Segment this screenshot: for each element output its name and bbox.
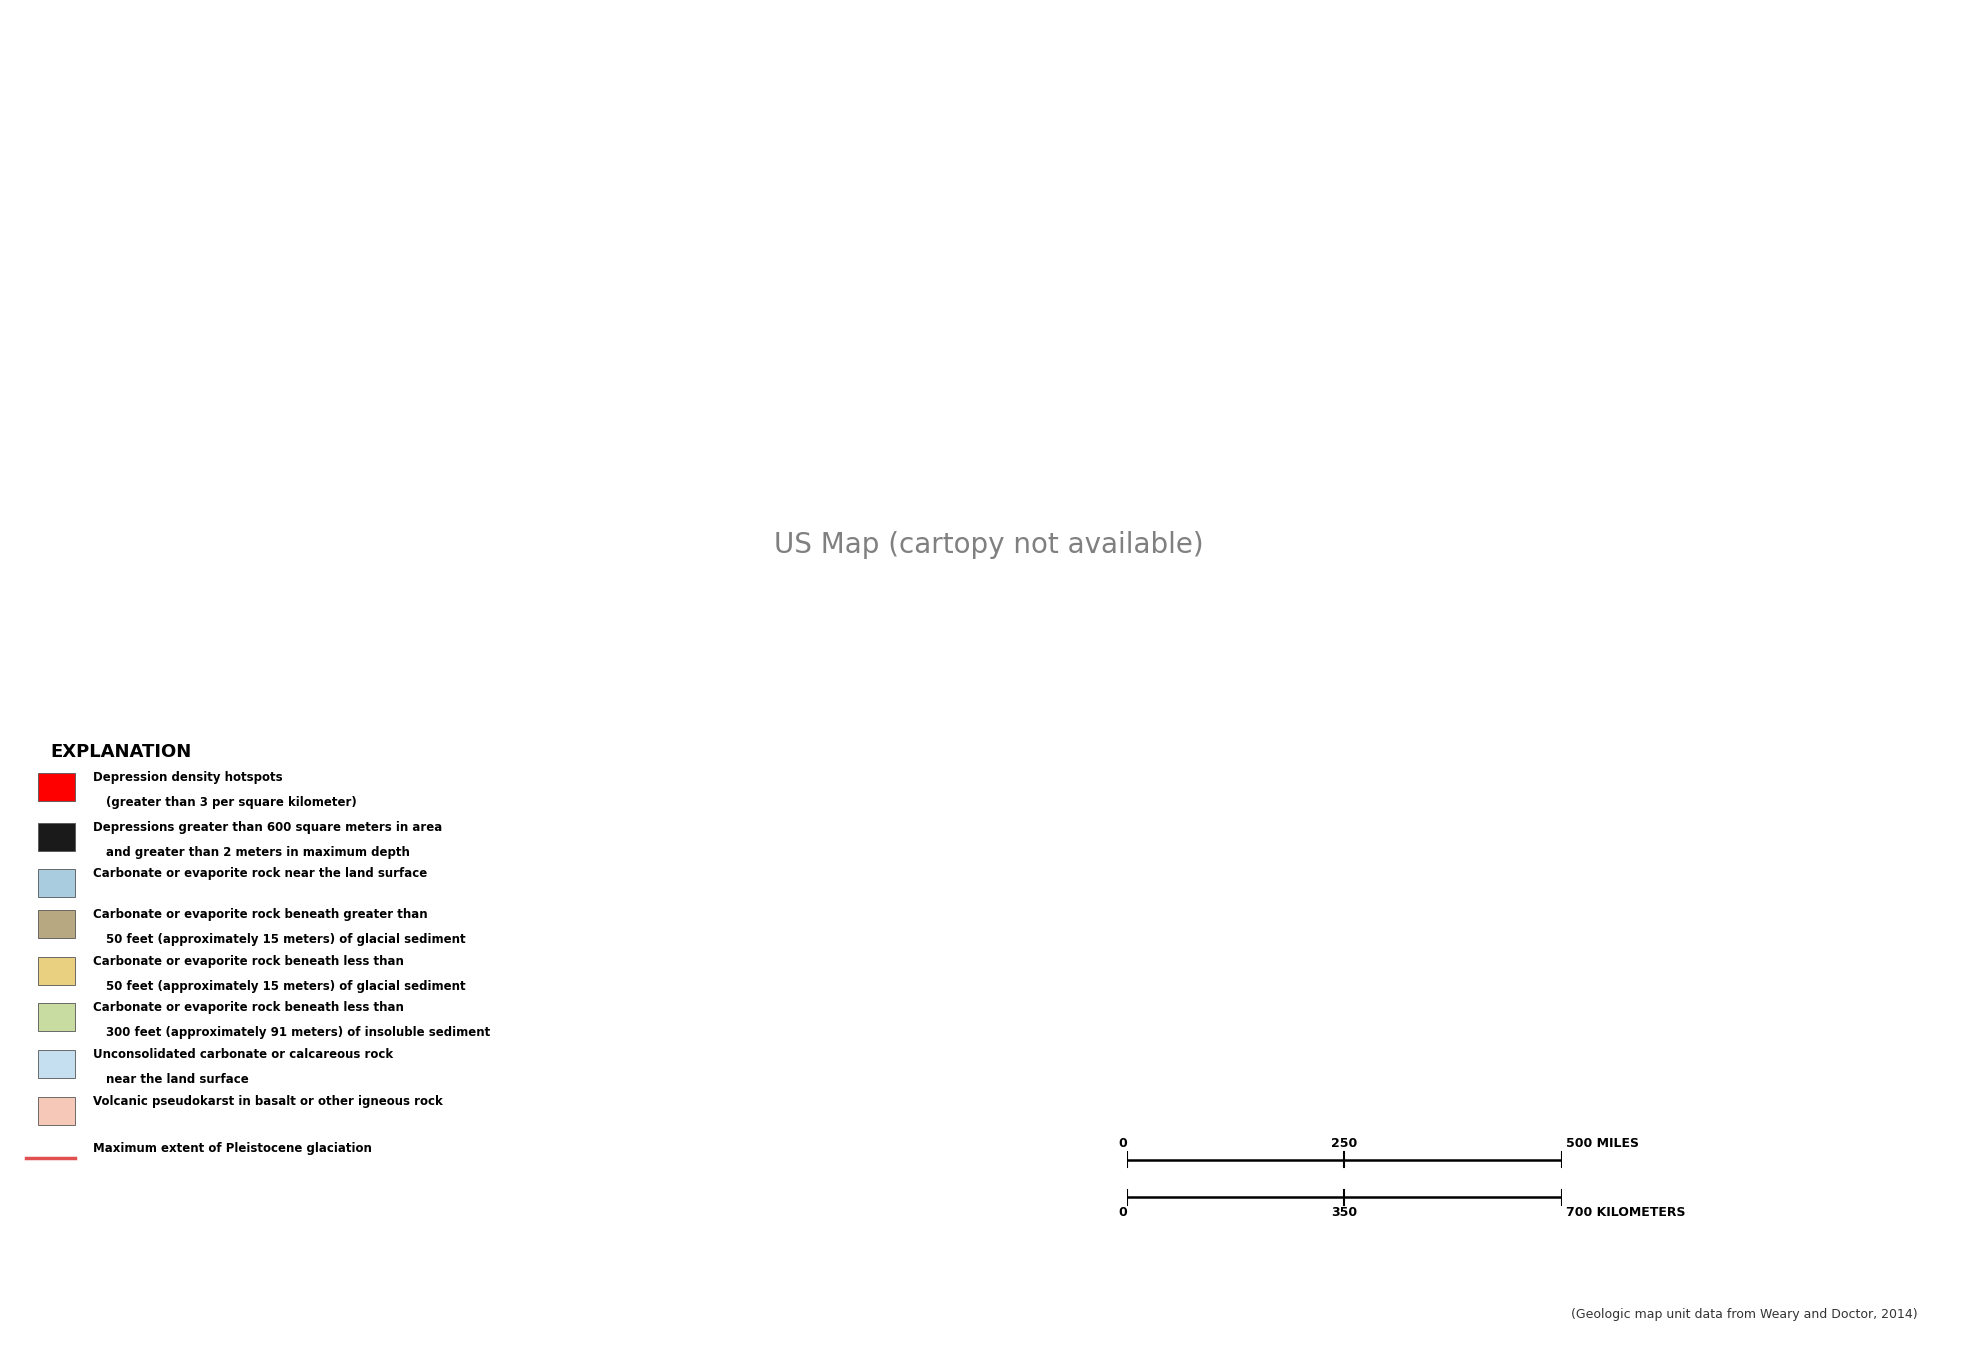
Text: (greater than 3 per square kilometer): (greater than 3 per square kilometer) <box>105 795 356 809</box>
Text: Carbonate or evaporite rock near the land surface: Carbonate or evaporite rock near the lan… <box>93 867 427 881</box>
Text: 250: 250 <box>1331 1137 1358 1150</box>
Text: Carbonate or evaporite rock beneath less than: Carbonate or evaporite rock beneath less… <box>93 1001 403 1015</box>
Bar <box>38 1050 75 1079</box>
Bar <box>38 870 75 897</box>
Text: 50 feet (approximately 15 meters) of glacial sediment: 50 feet (approximately 15 meters) of gla… <box>105 980 465 993</box>
Bar <box>38 1096 75 1125</box>
Bar <box>38 772 75 801</box>
Text: US Map (cartopy not available): US Map (cartopy not available) <box>773 531 1204 560</box>
Text: Depressions greater than 600 square meters in area: Depressions greater than 600 square mete… <box>93 821 443 833</box>
Bar <box>38 822 75 851</box>
Text: and greater than 2 meters in maximum depth: and greater than 2 meters in maximum dep… <box>105 846 409 859</box>
Text: 0: 0 <box>1119 1137 1127 1150</box>
Text: 700 KILOMETERS: 700 KILOMETERS <box>1566 1206 1686 1218</box>
Bar <box>38 1003 75 1031</box>
Text: Maximum extent of Pleistocene glaciation: Maximum extent of Pleistocene glaciation <box>93 1142 372 1154</box>
Text: EXPLANATION: EXPLANATION <box>51 743 192 762</box>
Text: 0: 0 <box>1119 1206 1127 1218</box>
Text: Carbonate or evaporite rock beneath less than: Carbonate or evaporite rock beneath less… <box>93 955 403 967</box>
Text: (Geologic map unit data from Weary and Doctor, 2014): (Geologic map unit data from Weary and D… <box>1572 1308 1918 1321</box>
Text: near the land surface: near the land surface <box>105 1073 249 1087</box>
Text: Carbonate or evaporite rock beneath greater than: Carbonate or evaporite rock beneath grea… <box>93 908 427 921</box>
Text: 300 feet (approximately 91 meters) of insoluble sediment: 300 feet (approximately 91 meters) of in… <box>105 1027 490 1039</box>
Bar <box>38 909 75 938</box>
Text: 50 feet (approximately 15 meters) of glacial sediment: 50 feet (approximately 15 meters) of gla… <box>105 934 465 946</box>
Text: Depression density hotspots: Depression density hotspots <box>93 771 283 783</box>
Text: Unconsolidated carbonate or calcareous rock: Unconsolidated carbonate or calcareous r… <box>93 1049 393 1061</box>
Bar <box>38 957 75 985</box>
Text: 500 MILES: 500 MILES <box>1566 1137 1639 1150</box>
Text: 350: 350 <box>1331 1206 1358 1218</box>
Text: Volcanic pseudokarst in basalt or other igneous rock: Volcanic pseudokarst in basalt or other … <box>93 1095 443 1108</box>
